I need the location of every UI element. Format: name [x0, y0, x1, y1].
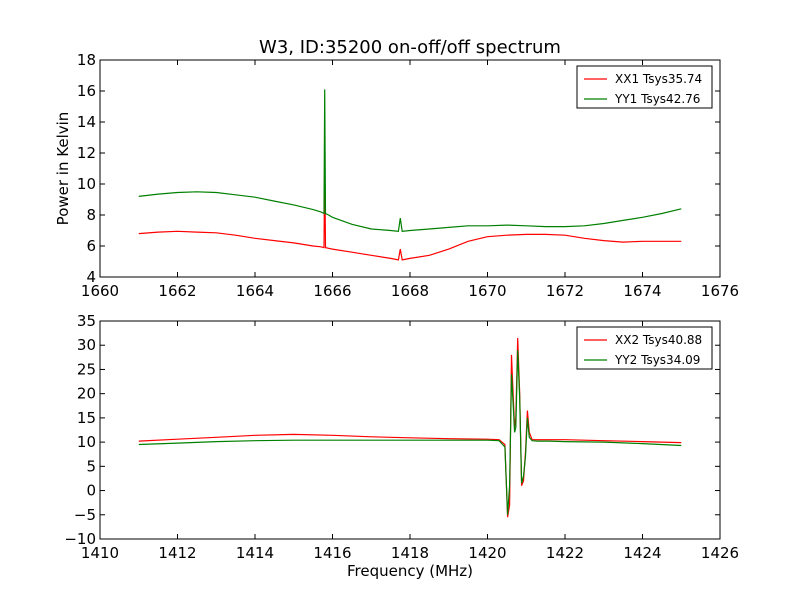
y-tick-label: 35: [77, 312, 96, 330]
x-tick-label: 1662: [158, 282, 196, 300]
x-tick-label: 1422: [546, 544, 584, 562]
y-axis-label: Power in Kelvin: [54, 112, 72, 226]
y-tick-label: 10: [77, 433, 96, 451]
x-axis-label: Frequency (MHz): [347, 562, 473, 580]
x-tick-label: 1420: [468, 544, 506, 562]
y-tick-label: 15: [77, 409, 96, 427]
y-tick-label: −10: [64, 530, 96, 548]
series-line-2: [138, 350, 682, 515]
y-tick-label: 6: [86, 237, 96, 255]
x-tick-label: 1416: [313, 544, 351, 562]
legend-label: YY1 Tsys42.76: [614, 92, 700, 106]
top-spectrum-plot: 1660 1662 1664 1666 1668 1670 1672 1674 1676 4 6 8 1…: [54, 51, 739, 300]
x-tick-label: 1414: [236, 544, 274, 562]
x-tick-label: 1674: [623, 282, 661, 300]
y-tick-label: −5: [74, 506, 96, 524]
legend-label: YY2 Tsys34.09: [614, 353, 700, 367]
x-tick-label: 1672: [546, 282, 584, 300]
y-tick-label: 25: [77, 360, 96, 378]
figure-title: W3, ID:35200 on-off/off spectrum: [259, 37, 561, 58]
y-tick-label: 8: [86, 206, 96, 224]
legend-label: XX1 Tsys35.74: [615, 72, 702, 86]
y-tick-label: 14: [77, 113, 96, 131]
x-tick-label: 1660: [81, 282, 119, 300]
legend-label: XX2 Tsys40.88: [615, 333, 702, 347]
x-tick-label: 1664: [236, 282, 274, 300]
x-tick-label: 1418: [391, 544, 429, 562]
series-line-1: [138, 160, 682, 261]
y-tick-label: 20: [77, 385, 96, 403]
legend-box: [576, 65, 713, 109]
x-tick-label: 1426: [701, 544, 739, 562]
y-tick-label: 30: [77, 336, 96, 354]
x-tick-label: 1668: [391, 282, 429, 300]
y-tick-label: 0: [86, 482, 96, 500]
bottom-spectrum-plot: 1410 1412 1414 1416 1418 1420 1422 1424 1426 −10 −…: [64, 312, 739, 580]
y-tick-label: 12: [77, 144, 96, 162]
y-tick-label: 4: [86, 268, 96, 286]
series-line-2: [138, 89, 682, 232]
y-tick-label: 18: [77, 51, 96, 69]
legend: XX2 Tsys40.88 YY2 Tsys34.09: [576, 326, 713, 370]
y-tick-label: 10: [77, 175, 96, 193]
legend: XX1 Tsys35.74 YY1 Tsys42.76: [576, 65, 713, 109]
x-tick-label: 1412: [158, 544, 196, 562]
x-tick-label: 1424: [623, 544, 661, 562]
y-tick-label: 5: [86, 457, 96, 475]
legend-box: [576, 326, 713, 370]
x-tick-label: 1410: [81, 544, 119, 562]
y-tick-label: 16: [77, 82, 96, 100]
x-tick-label: 1666: [313, 282, 351, 300]
x-tick-label: 1676: [701, 282, 739, 300]
x-tick-label: 1670: [468, 282, 506, 300]
